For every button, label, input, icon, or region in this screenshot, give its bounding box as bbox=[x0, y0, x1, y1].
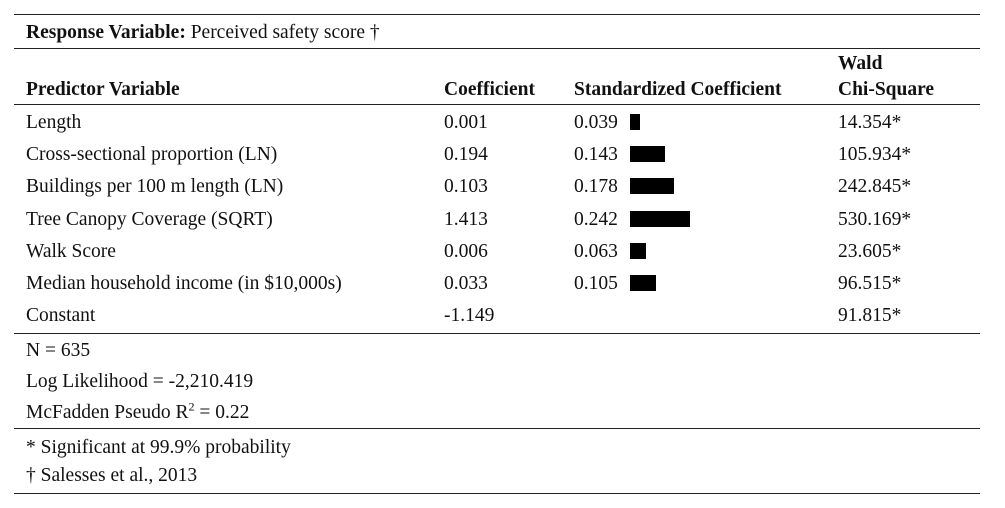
top-rule bbox=[14, 14, 980, 15]
response-rule bbox=[14, 48, 980, 49]
note-significance: * Significant at 99.9% probability bbox=[26, 437, 291, 458]
coefficient-cell: 0.006 bbox=[444, 240, 488, 262]
standardized-coefficient-bar bbox=[630, 146, 665, 163]
response-variable: Response Variable: Perceived safety scor… bbox=[26, 23, 380, 43]
predictor-cell: Tree Canopy Coverage (SQRT) bbox=[26, 208, 273, 230]
standardized-coefficient-cell: 0.143 bbox=[574, 144, 618, 166]
coefficient-cell: 1.413 bbox=[444, 208, 488, 230]
wald-chi-square-cell: 530.169* bbox=[838, 208, 912, 230]
predictor-cell: Walk Score bbox=[26, 240, 116, 262]
predictor-cell: Length bbox=[26, 112, 82, 133]
body-rule bbox=[14, 333, 980, 334]
response-value: Perceived safety score † bbox=[190, 22, 380, 43]
standardized-coefficient-bar bbox=[630, 178, 674, 195]
predictor-cell: Constant bbox=[26, 305, 96, 327]
pseudo-r2-sup: 2 bbox=[188, 399, 195, 414]
coefficient-cell: 0.194 bbox=[444, 144, 488, 166]
stats-rule bbox=[14, 428, 980, 429]
bottom-rule bbox=[14, 493, 980, 494]
wald-chi-square-cell: 105.934* bbox=[838, 144, 912, 166]
header-predictor: Predictor Variable bbox=[26, 79, 180, 100]
predictor-cell: Median household income (in $10,000s) bbox=[26, 273, 342, 294]
standardized-coefficient-bar bbox=[630, 275, 656, 291]
wald-chi-square-cell: 23.605* bbox=[838, 240, 902, 262]
note-source: † Salesses et al., 2013 bbox=[26, 465, 198, 486]
wald-chi-square-cell: 96.515* bbox=[838, 273, 902, 294]
header-coefficient: Coefficient bbox=[444, 79, 535, 100]
standardized-coefficient-cell: 0.063 bbox=[574, 240, 618, 262]
coefficient-cell: -1.149 bbox=[444, 305, 495, 327]
wald-chi-square-cell: 242.845* bbox=[838, 176, 912, 198]
predictor-cell: Cross-sectional proportion (LN) bbox=[26, 144, 278, 166]
header-wald-line2: Chi-Square bbox=[838, 79, 935, 100]
standardized-coefficient-cell: 0.105 bbox=[574, 273, 618, 294]
pseudo-r2-prefix: McFadden Pseudo R bbox=[26, 402, 189, 423]
header-wald-line1: Wald bbox=[838, 53, 883, 74]
standardized-coefficient-cell: 0.039 bbox=[574, 112, 618, 133]
stat-pseudo-r2: McFadden Pseudo R2 = 0.22 bbox=[26, 399, 250, 423]
wald-chi-square-cell: 91.815* bbox=[838, 305, 902, 327]
response-label: Response Variable: bbox=[26, 22, 186, 43]
coefficient-cell: 0.103 bbox=[444, 176, 488, 198]
wald-chi-square-cell: 14.354* bbox=[838, 112, 902, 133]
header-rule bbox=[14, 104, 980, 105]
pseudo-r2-suffix: = 0.22 bbox=[194, 402, 250, 423]
standardized-coefficient-cell: 0.242 bbox=[574, 208, 618, 230]
predictor-cell: Buildings per 100 m length (LN) bbox=[26, 176, 284, 198]
standardized-coefficient-bar bbox=[630, 210, 690, 227]
stat-log-likelihood: Log Likelihood = -2,210.419 bbox=[26, 371, 254, 392]
coefficient-cell: 0.001 bbox=[444, 112, 488, 133]
standardized-coefficient-cell: 0.178 bbox=[574, 176, 618, 198]
stat-n: N = 635 bbox=[26, 340, 91, 361]
header-standardized: Standardized Coefficient bbox=[574, 79, 782, 100]
standardized-coefficient-bar bbox=[630, 242, 646, 259]
coefficient-cell: 0.033 bbox=[444, 273, 488, 294]
standardized-coefficient-bar bbox=[630, 114, 640, 130]
